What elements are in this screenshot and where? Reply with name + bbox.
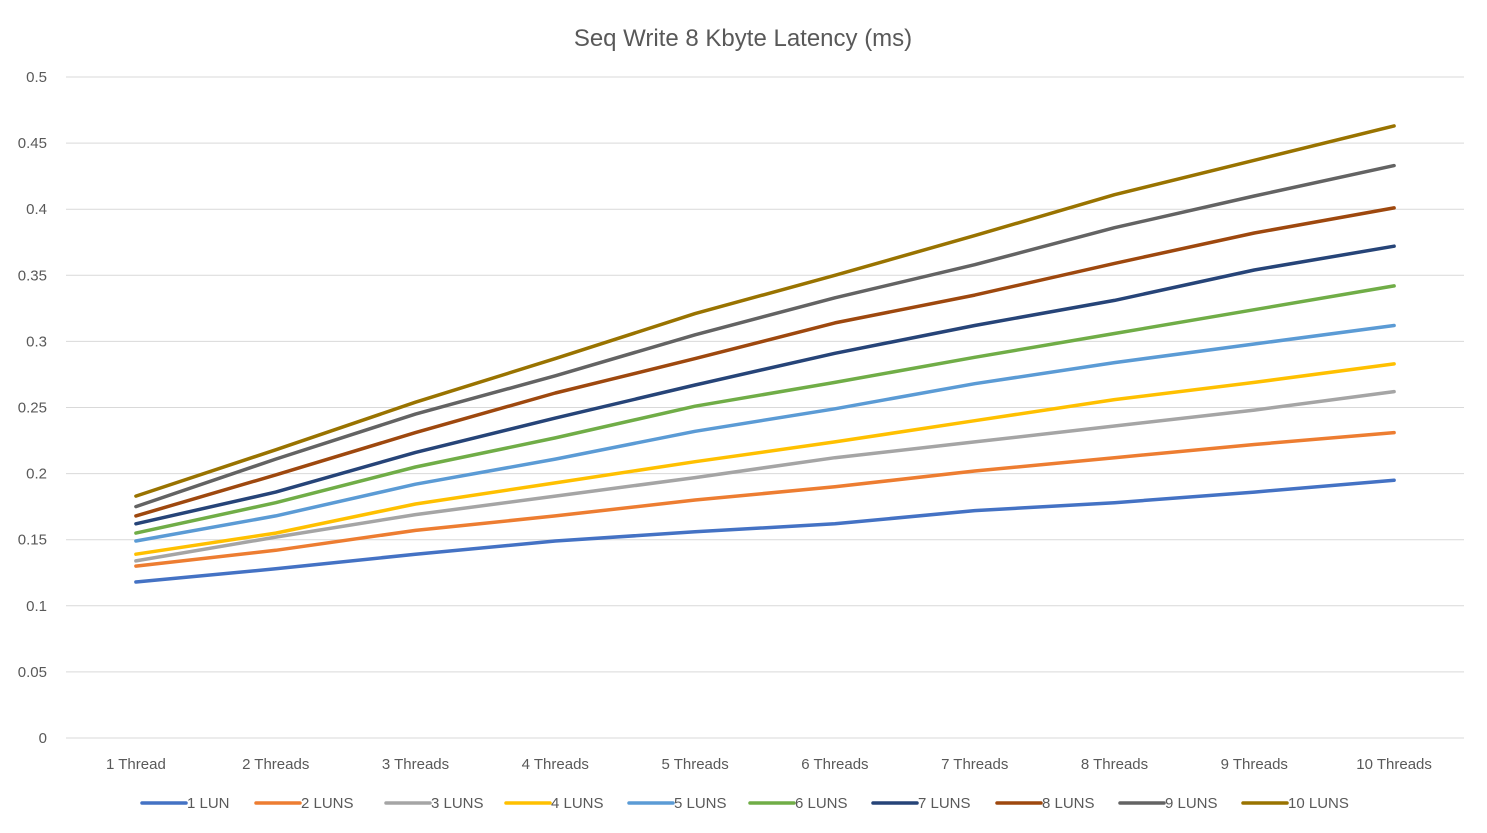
legend-label: 3 LUNS: [431, 795, 484, 812]
y-tick-label: 0.3: [26, 333, 47, 350]
x-tick-label: 4 Threads: [522, 756, 589, 773]
y-tick-label: 0.5: [26, 69, 47, 86]
legend-label: 7 LUNS: [918, 795, 971, 812]
legend-item-6-luns: 6 LUNS: [748, 795, 848, 812]
series-line-3-luns: [134, 389, 1396, 563]
series-line-10-luns: [134, 124, 1396, 498]
y-axis-ticks: 0 0.05 0.1 0.15 0.2 0.25 0.3 0.35 0.4 0.45 0.5: [18, 69, 47, 747]
series-line-8-luns: [134, 206, 1396, 518]
y-tick-label: 0.2: [26, 466, 47, 483]
x-tick-label: 5 Threads: [661, 756, 728, 773]
x-tick-label: 3 Threads: [382, 756, 449, 773]
series-line-5-luns: [134, 323, 1396, 543]
y-tick-label: 0.25: [18, 400, 47, 417]
series-lines: [134, 124, 1396, 584]
y-tick-label: 0.45: [18, 135, 47, 152]
legend-label: 5 LUNS: [674, 795, 727, 812]
legend-label: 1 LUN: [187, 795, 230, 812]
x-tick-label: 6 Threads: [801, 756, 868, 773]
x-tick-label: 10 Threads: [1356, 756, 1432, 773]
legend-item-7-luns: 7 LUNS: [871, 795, 971, 812]
legend-item-5-luns: 5 LUNS: [627, 795, 727, 812]
legend-item-10-luns: 10 LUNS: [1241, 795, 1349, 812]
y-tick-label: 0.35: [18, 267, 47, 284]
series-line-7-luns: [134, 244, 1396, 526]
series-line-2-luns: [134, 430, 1396, 568]
y-tick-label: 0.1: [26, 598, 47, 615]
y-tick-label: 0.05: [18, 664, 47, 681]
legend-item-3-luns: 3 LUNS: [384, 795, 484, 812]
x-tick-label: 9 Threads: [1221, 756, 1288, 773]
x-tick-label: 7 Threads: [941, 756, 1008, 773]
gridlines: [66, 76, 1464, 739]
legend-label: 6 LUNS: [795, 795, 848, 812]
x-tick-label: 1 Thread: [106, 756, 166, 773]
series-line-9-luns: [134, 163, 1396, 509]
legend-label: 4 LUNS: [551, 795, 604, 812]
legend-item-2-luns: 2 LUNS: [254, 795, 354, 812]
legend-label: 2 LUNS: [301, 795, 354, 812]
series-line-6-luns: [134, 284, 1396, 535]
y-tick-label: 0: [39, 730, 47, 747]
legend-item-4-luns: 4 LUNS: [504, 795, 604, 812]
legend: 1 LUN 2 LUNS 3 LUNS 4 LUNS 5 LUNS 6 LUNS 7 LUN…: [140, 795, 1349, 812]
legend-label: 9 LUNS: [1165, 795, 1218, 812]
x-tick-label: 8 Threads: [1081, 756, 1148, 773]
y-tick-label: 0.15: [18, 532, 47, 549]
y-tick-label: 0.4: [26, 201, 47, 218]
series-line-1-lun: [134, 478, 1396, 584]
legend-item-1-lun: 1 LUN: [140, 795, 230, 812]
x-axis-ticks: 1 Thread 2 Threads 3 Threads 4 Threads 5 Thr…: [106, 756, 1432, 773]
legend-label: 8 LUNS: [1042, 795, 1095, 812]
series-line-4-luns: [134, 362, 1396, 556]
legend-item-9-luns: 9 LUNS: [1118, 795, 1218, 812]
legend-label: 10 LUNS: [1288, 795, 1349, 812]
x-tick-label: 2 Threads: [242, 756, 309, 773]
chart-title: Seq Write 8 Kbyte Latency (ms): [574, 25, 912, 52]
legend-item-8-luns: 8 LUNS: [995, 795, 1095, 812]
